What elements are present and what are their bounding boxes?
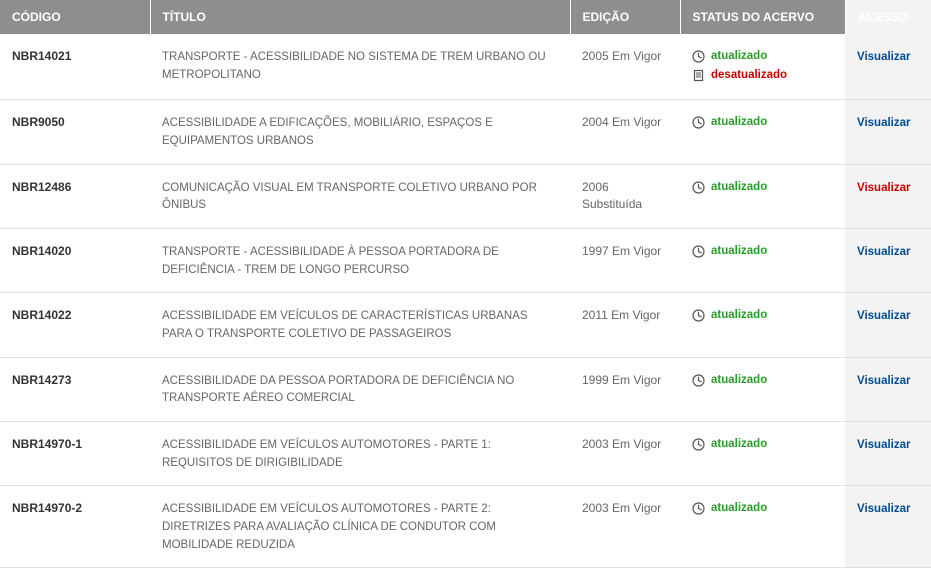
clock-icon bbox=[692, 245, 705, 258]
status-text: atualizado bbox=[711, 307, 767, 324]
col-header-titulo[interactable]: TÍTULO bbox=[150, 0, 570, 34]
col-header-acesso[interactable]: ACESSO bbox=[845, 0, 931, 34]
status-line: atualizado bbox=[692, 436, 833, 453]
status-text: atualizado bbox=[711, 114, 767, 131]
titulo-text: ACESSIBILIDADE EM VEÍCULOS AUTOMOTORES -… bbox=[162, 503, 496, 550]
visualizar-link[interactable]: Visualizar bbox=[857, 503, 911, 515]
titulo-text: COMUNICAÇÃO VISUAL EM TRANSPORTE COLETIV… bbox=[162, 182, 537, 212]
edicao-text: 2003 Em Vigor bbox=[582, 437, 661, 451]
visualizar-link[interactable]: Visualizar bbox=[857, 439, 911, 451]
edicao-text: 1997 Em Vigor bbox=[582, 244, 661, 258]
status-text: atualizado bbox=[711, 48, 767, 65]
visualizar-link[interactable]: Visualizar bbox=[857, 375, 911, 387]
codigo-text: NBR14273 bbox=[12, 373, 71, 387]
codigo-text: NBR9050 bbox=[12, 115, 65, 129]
visualizar-link[interactable]: Visualizar bbox=[857, 246, 911, 258]
titulo-text: ACESSIBILIDADE DA PESSOA PORTADORA DE DE… bbox=[162, 375, 514, 405]
table-header: CÓDIGO TÍTULO EDIÇÃO STATUS DO ACERVO AC… bbox=[0, 0, 931, 34]
status-text: desatualizado bbox=[711, 67, 787, 84]
table-row: NBR14970-1 ACESSIBILIDADE EM VEÍCULOS AUT… bbox=[0, 422, 931, 486]
status-text: atualizado bbox=[711, 372, 767, 389]
titulo-text: TRANSPORTE - ACESSIBILIDADE NO SISTEMA D… bbox=[162, 51, 546, 81]
clock-icon bbox=[692, 309, 705, 322]
clock-icon bbox=[692, 374, 705, 387]
codigo-text: NBR14970-2 bbox=[12, 501, 82, 515]
edicao-text: 2004 Em Vigor bbox=[582, 115, 661, 129]
edicao-text: 2005 Em Vigor bbox=[582, 49, 661, 63]
table-row: NBR12486 COMUNICAÇÃO VISUAL EM TRANSPORTE… bbox=[0, 164, 931, 228]
table-row: NBR14970-2 ACESSIBILIDADE EM VEÍCULOS AUT… bbox=[0, 486, 931, 568]
visualizar-link[interactable]: Visualizar bbox=[857, 182, 911, 194]
edicao-text: 1999 Em Vigor bbox=[582, 373, 661, 387]
status-line: atualizado bbox=[692, 307, 833, 324]
status-line: atualizado bbox=[692, 500, 833, 517]
codigo-text: NBR14021 bbox=[12, 49, 71, 63]
status-line: atualizado bbox=[692, 48, 833, 65]
doc-icon bbox=[692, 69, 705, 82]
status-text: atualizado bbox=[711, 179, 767, 196]
col-header-edicao[interactable]: EDIÇÃO bbox=[570, 0, 680, 34]
col-header-codigo[interactable]: CÓDIGO bbox=[0, 0, 150, 34]
status-text: atualizado bbox=[711, 243, 767, 260]
table-row: NBR9050 ACESSIBILIDADE A EDIFICAÇÕES, MOB… bbox=[0, 100, 931, 164]
status-line: atualizado bbox=[692, 114, 833, 131]
table-body: NBR14021 TRANSPORTE - ACESSIBILIDADE NO S… bbox=[0, 34, 931, 568]
titulo-text: TRANSPORTE - ACESSIBILIDADE À PESSOA POR… bbox=[162, 246, 499, 276]
visualizar-link[interactable]: Visualizar bbox=[857, 310, 911, 322]
titulo-text: ACESSIBILIDADE EM VEÍCULOS DE CARACTERÍS… bbox=[162, 310, 528, 340]
standards-table: CÓDIGO TÍTULO EDIÇÃO STATUS DO ACERVO AC… bbox=[0, 0, 931, 568]
status-line: atualizado bbox=[692, 179, 833, 196]
clock-icon bbox=[692, 438, 705, 451]
col-header-status[interactable]: STATUS DO ACERVO bbox=[680, 0, 845, 34]
table-row: NBR14021 TRANSPORTE - ACESSIBILIDADE NO S… bbox=[0, 34, 931, 100]
clock-icon bbox=[692, 116, 705, 129]
visualizar-link[interactable]: Visualizar bbox=[857, 51, 911, 63]
edicao-text: 2006 Substituída bbox=[582, 180, 642, 211]
status-text: atualizado bbox=[711, 436, 767, 453]
visualizar-link[interactable]: Visualizar bbox=[857, 117, 911, 129]
status-line: atualizado bbox=[692, 372, 833, 389]
edicao-text: 2003 Em Vigor bbox=[582, 501, 661, 515]
codigo-text: NBR14022 bbox=[12, 308, 71, 322]
edicao-text: 2011 Em Vigor bbox=[582, 308, 660, 322]
titulo-text: ACESSIBILIDADE EM VEÍCULOS AUTOMOTORES -… bbox=[162, 439, 491, 469]
status-text: atualizado bbox=[711, 500, 767, 517]
table-row: NBR14273 ACESSIBILIDADE DA PESSOA PORTADO… bbox=[0, 357, 931, 421]
status-line: atualizado bbox=[692, 243, 833, 260]
clock-icon bbox=[692, 50, 705, 63]
table-row: NBR14020 TRANSPORTE - ACESSIBILIDADE À PE… bbox=[0, 229, 931, 293]
table-row: NBR14022 ACESSIBILIDADE EM VEÍCULOS DE CA… bbox=[0, 293, 931, 357]
titulo-text: ACESSIBILIDADE A EDIFICAÇÕES, MOBILIÁRIO… bbox=[162, 117, 493, 147]
codigo-text: NBR12486 bbox=[12, 180, 71, 194]
clock-icon bbox=[692, 502, 705, 515]
clock-icon bbox=[692, 181, 705, 194]
codigo-text: NBR14970-1 bbox=[12, 437, 82, 451]
status-line: desatualizado bbox=[692, 67, 833, 84]
codigo-text: NBR14020 bbox=[12, 244, 71, 258]
